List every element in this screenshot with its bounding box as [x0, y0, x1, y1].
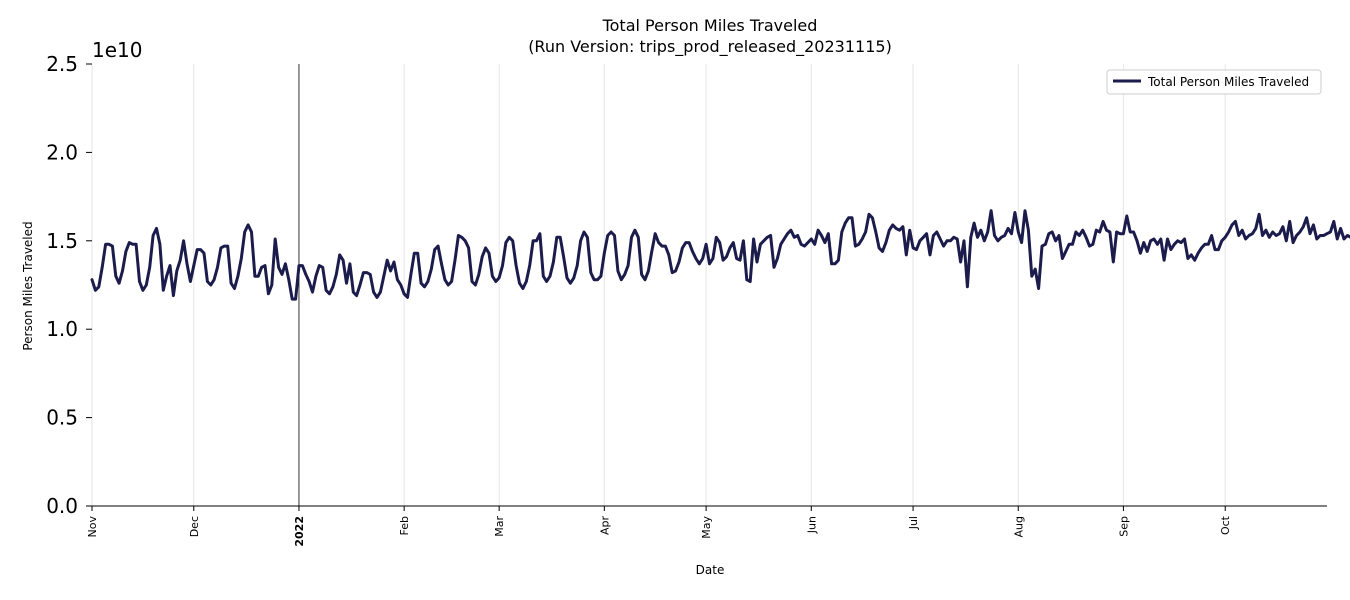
grid-lines [91, 64, 1226, 506]
x-tick-label-3: Feb [398, 516, 411, 535]
series-group [90, 209, 1350, 301]
x-tick-label-5: Apr [598, 516, 611, 536]
x-tick-label-10: Sep [1117, 516, 1130, 537]
legend-box [1106, 69, 1322, 95]
legend-label: Total Person Miles Traveled [1147, 75, 1309, 89]
chart-subtitle: (Run Version: trips_prod_released_202311… [528, 37, 892, 57]
x-tick-label-1: Dec [188, 516, 201, 537]
y-tick-label-1: 0.5 [46, 406, 78, 430]
y-tick-label-3: 1.5 [46, 229, 78, 253]
x-tick-label-8: Jul [907, 516, 920, 530]
x-tick-label-4: Mar [493, 516, 506, 537]
x-tick-label-2: 2022 [293, 516, 306, 547]
chart-title: Total Person Miles Traveled [602, 16, 818, 35]
y-axis-label: Person Miles Traveled [21, 221, 35, 350]
y-tick-label-0: 0.0 [46, 494, 78, 518]
legend: Total Person Miles Traveled [1106, 69, 1322, 95]
y-tick-label-5: 2.5 [46, 52, 78, 76]
series-line-0 [90, 209, 1350, 301]
x-axis-label: Date [696, 563, 725, 577]
x-tick-label-6: May [700, 516, 713, 539]
y-exponent-label: 1e10 [92, 38, 142, 62]
y-tick-label-4: 2.0 [46, 140, 78, 164]
x-tick-label-11: Oct [1219, 515, 1232, 535]
x-tick-label-9: Aug [1012, 516, 1025, 537]
y-axis-ticks: 0.0 0.5 1.0 1.5 2.0 2.5 [46, 52, 92, 518]
x-tick-label-7: Jun [805, 516, 818, 534]
x-axis-ticks: Nov Dec 2022 Feb Mar Apr May Jun Jul Aug Sep Oct [86, 506, 1232, 547]
y-tick-label-2: 1.0 [46, 317, 78, 341]
x-tick-label-0: Nov [86, 516, 99, 538]
